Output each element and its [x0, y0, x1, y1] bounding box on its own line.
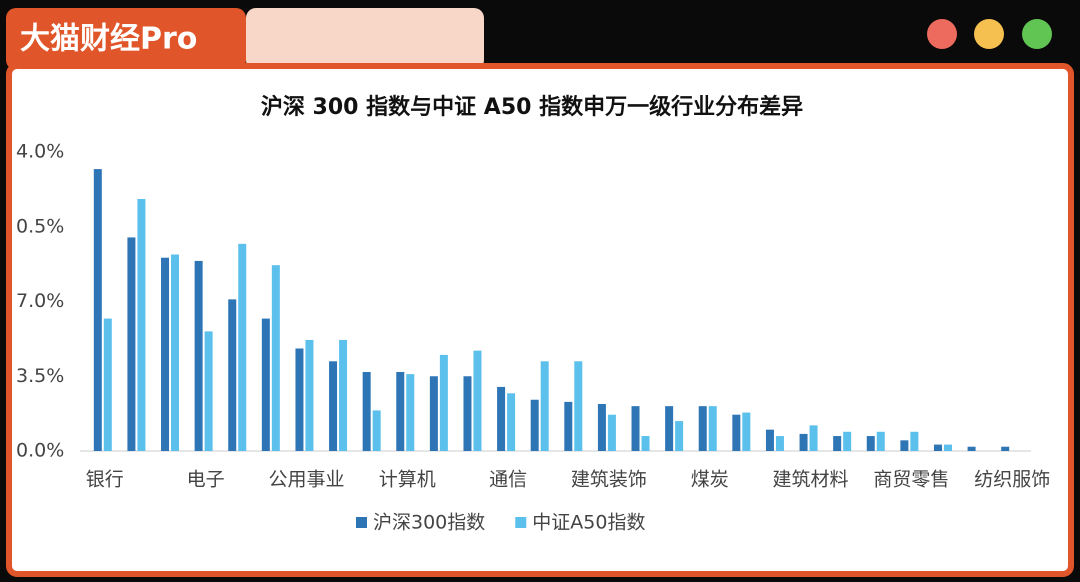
bar	[463, 376, 472, 451]
bar	[271, 265, 280, 451]
bar	[708, 406, 717, 451]
chart-title: 沪深 300 指数与中证 A50 指数申万一级行业分布差异	[261, 94, 803, 120]
bar	[127, 237, 136, 451]
bar	[742, 412, 751, 451]
bar	[631, 406, 640, 451]
bar	[564, 401, 573, 451]
bar	[1001, 446, 1010, 451]
bar	[103, 318, 112, 451]
x-tick-label: 公用事业	[268, 469, 344, 491]
bar	[641, 436, 650, 451]
close-button[interactable]	[927, 19, 957, 49]
y-tick-label: 0.0%	[16, 440, 64, 462]
x-tick-label: 银行	[86, 469, 124, 491]
bar	[295, 348, 304, 451]
bar	[339, 339, 348, 451]
bar	[574, 361, 583, 451]
bar	[396, 371, 405, 451]
tab-title: 大猫财经Pro	[20, 22, 197, 57]
legend-label: 沪深300指数	[373, 512, 485, 534]
bar	[665, 406, 674, 451]
x-tick-label: 计算机	[379, 469, 436, 491]
minimize-button[interactable]	[974, 19, 1004, 49]
bar	[530, 399, 539, 451]
bar	[137, 198, 146, 451]
bar	[194, 260, 203, 451]
bar	[675, 421, 684, 451]
bar	[429, 376, 438, 451]
x-tick-label: 通信	[489, 469, 527, 491]
bar	[597, 404, 606, 451]
bar	[204, 331, 213, 451]
x-tick-label: 煤炭	[691, 469, 729, 491]
bar	[372, 410, 381, 451]
y-tick-label: 0.5%	[16, 215, 64, 237]
bar	[93, 169, 102, 452]
legend-swatch	[515, 517, 527, 528]
bar	[607, 414, 616, 451]
legend-label: 中证A50指数	[532, 512, 645, 534]
bar	[362, 371, 371, 451]
bar	[967, 446, 976, 451]
x-tick-label: 商贸零售	[873, 469, 949, 491]
y-tick-label: 3.5%	[16, 365, 64, 387]
bar	[910, 431, 919, 451]
bar	[833, 436, 842, 451]
x-tick-label: 建筑装饰	[571, 469, 647, 491]
bar	[698, 406, 707, 451]
x-tick-label: 建筑材料	[773, 469, 849, 491]
bar	[943, 444, 952, 451]
bar	[933, 444, 942, 451]
bar	[507, 393, 516, 451]
bar	[161, 257, 170, 451]
bar	[765, 429, 774, 451]
bar	[900, 440, 909, 451]
y-tick-label: 4.0%	[16, 141, 64, 163]
bar	[732, 414, 741, 451]
bar	[540, 361, 549, 451]
x-tick-label: 电子	[187, 469, 225, 491]
bar	[473, 350, 482, 451]
bar	[809, 425, 818, 451]
bar	[305, 339, 314, 451]
bar	[238, 243, 247, 451]
bar	[843, 431, 852, 451]
bar	[866, 436, 875, 451]
x-tick-label: 纺织服饰	[974, 469, 1050, 491]
bar	[439, 354, 448, 451]
bar	[406, 374, 415, 451]
legend-swatch	[356, 517, 367, 528]
bar	[329, 361, 338, 451]
bar	[497, 386, 506, 451]
bar	[261, 318, 270, 451]
y-tick-label: 7.0%	[16, 290, 64, 312]
maximize-button[interactable]	[1022, 19, 1052, 49]
active-tab[interactable]	[6, 8, 246, 70]
bar	[171, 254, 180, 451]
bar	[876, 431, 885, 451]
inactive-tab[interactable]	[246, 8, 484, 70]
bar	[799, 433, 808, 451]
bar	[228, 299, 237, 451]
bar	[775, 436, 784, 451]
